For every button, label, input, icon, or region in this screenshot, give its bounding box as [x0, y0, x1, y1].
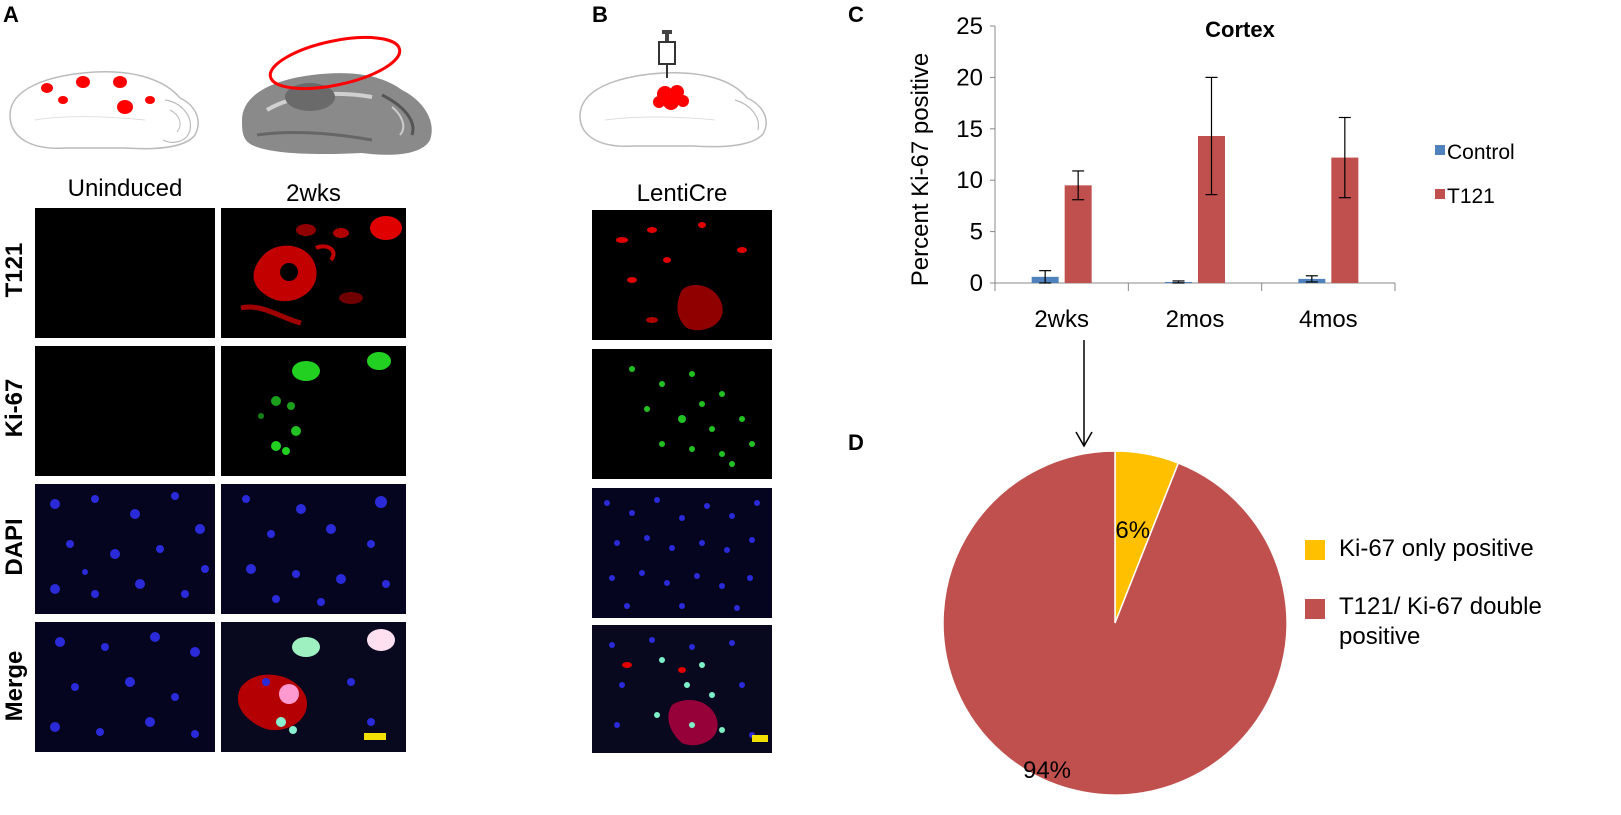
- x-tick-label-4mos: 4mos: [1299, 306, 1358, 333]
- x-tick-label-2wks: 2wks: [1034, 306, 1089, 333]
- panel-b-letter: B: [592, 2, 608, 27]
- y-tick-label-25: 25: [956, 13, 983, 40]
- micrograph-2wks-t121: [221, 208, 406, 338]
- pie-chart-ki67: 6% 94%: [942, 450, 1288, 796]
- y-tick-label-0: 0: [970, 270, 983, 297]
- micrograph-lenticre-t121: [592, 210, 772, 340]
- chart-title: Cortex: [1205, 17, 1275, 42]
- scale-bar-a: [364, 733, 386, 740]
- brain-injection-schematic: [579, 30, 767, 148]
- brain-section-image: [242, 35, 432, 155]
- y-axis-label: Percent Ki-67 positive: [907, 53, 934, 286]
- panel-d-letter: D: [848, 430, 864, 455]
- micrograph-2wks-ki67: [221, 346, 406, 476]
- legend-label-ki67-only: Ki-67 only positive: [1339, 535, 1534, 562]
- micrograph-uninduced-t121: [35, 208, 215, 338]
- column-label-uninduced: Uninduced: [67, 175, 183, 202]
- bar-t121-2wks: [1064, 185, 1092, 283]
- pie-label-double-positive: 94%: [1023, 757, 1071, 784]
- y-tick-label-5: 5: [970, 219, 983, 246]
- micrograph-2wks-dapi: [221, 484, 406, 614]
- scale-bar-b: [752, 735, 768, 742]
- micrograph-lenticre-ki67: [592, 349, 772, 479]
- row-label-ki67: Ki-67: [1, 378, 28, 438]
- legend-label-t121: T121: [1447, 185, 1495, 208]
- row-label-merge: Merge: [1, 650, 28, 722]
- pie-slice-double-positive: [942, 450, 1288, 796]
- panel-c-letter: C: [848, 2, 864, 27]
- pie-label-ki67-only: 6%: [1115, 517, 1150, 544]
- legend-swatch-double-positive: [1305, 599, 1325, 619]
- micrograph-uninduced-dapi: [35, 484, 215, 614]
- bar-chart-cortex: Cortex 0 5 10 15 20 25 Percent Ki-67 positive 2w…: [907, 13, 1515, 333]
- legend-swatch-t121: [1435, 189, 1445, 199]
- micrograph-uninduced-ki67: [35, 346, 215, 476]
- column-label-2wks: 2wks: [286, 180, 341, 207]
- x-tick-label-2mos: 2mos: [1166, 306, 1225, 333]
- legend-label-double-positive: T121/ Ki-67 double positive: [1339, 593, 1542, 650]
- row-label-dapi: DAPI: [1, 518, 28, 576]
- y-tick-label-20: 20: [956, 64, 983, 91]
- micrograph-lenticre-merge: [592, 625, 772, 753]
- y-tick-label-15: 15: [956, 116, 983, 143]
- y-tick-label-10: 10: [956, 167, 983, 194]
- column-label-lenticre: LentiCre: [636, 180, 728, 207]
- micrograph-2wks-merge: [221, 622, 406, 752]
- row-label-t121: T121: [1, 242, 28, 298]
- micrograph-uninduced-merge: [35, 622, 215, 752]
- legend-label-control: Control: [1447, 141, 1515, 164]
- brain-schematic-a: [9, 71, 199, 150]
- legend-swatch-control: [1435, 145, 1445, 155]
- arrow-2wks-to-pie: [1075, 340, 1093, 448]
- legend-swatch-ki67-only: [1305, 540, 1325, 560]
- micrograph-lenticre-dapi: [592, 488, 772, 618]
- panel-a-letter: A: [3, 2, 19, 27]
